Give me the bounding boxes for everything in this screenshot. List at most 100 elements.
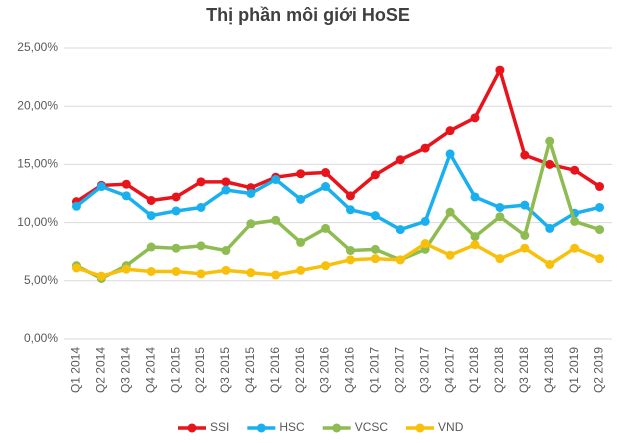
x-tick-label: Q4 2014 (143, 347, 157, 393)
marker (246, 189, 256, 198)
marker (370, 170, 380, 180)
x-tick-label: Q2 2016 (293, 347, 307, 393)
marker (470, 113, 480, 123)
x-tick-label: Q1 2019 (567, 347, 581, 393)
marker (595, 225, 605, 235)
legend-label: HSC (279, 420, 305, 434)
x-tick-label: Q1 2017 (368, 347, 382, 393)
marker (445, 250, 455, 260)
x-tick-label: Q3 2016 (318, 347, 332, 393)
legend-marker (415, 423, 425, 433)
marker (345, 205, 355, 215)
marker (495, 212, 505, 222)
legend-label: VND (438, 420, 464, 434)
legend-label: VCSC (355, 420, 389, 434)
marker (246, 219, 256, 229)
marker (370, 211, 380, 221)
x-tick-label: Q1 2015 (168, 347, 182, 393)
marker (196, 202, 206, 212)
marker (296, 194, 306, 204)
x-tick-label: Q2 2017 (392, 347, 406, 393)
legend-marker (332, 423, 342, 433)
marker (495, 254, 505, 264)
x-tick-label: Q3 2015 (218, 347, 232, 393)
marker (121, 264, 131, 274)
y-tick-label: 10,00% (17, 215, 58, 229)
marker (171, 266, 181, 276)
marker (370, 254, 380, 264)
x-tick-label: Q3 2017 (417, 347, 431, 393)
marker (221, 185, 231, 195)
marker (470, 240, 480, 250)
x-tick-label: Q2 2019 (592, 347, 606, 393)
legend-label: SSI (210, 420, 229, 434)
marker (321, 168, 331, 178)
marker (495, 202, 505, 212)
marker (395, 255, 405, 265)
marker (221, 265, 231, 275)
marker (445, 149, 455, 159)
marker (520, 230, 530, 240)
x-tick-label: Q4 2018 (542, 347, 556, 393)
line (75, 241, 601, 278)
marker (246, 268, 256, 278)
marker (321, 182, 331, 192)
marker (121, 191, 131, 201)
x-tick-label: Q4 2017 (442, 347, 456, 393)
line (75, 68, 601, 204)
y-tick-label: 15,00% (17, 157, 58, 171)
marker (96, 182, 106, 192)
marker (345, 191, 355, 201)
x-tick-label: Q4 2016 (343, 347, 357, 393)
legend-marker (187, 423, 197, 433)
marker (146, 266, 156, 276)
marker (595, 202, 605, 212)
marker (595, 254, 605, 264)
x-tick-label: Q3 2014 (118, 347, 132, 393)
marker (96, 271, 106, 281)
marker (321, 261, 331, 271)
x-tick-label: Q2 2014 (94, 347, 108, 393)
marker (545, 159, 555, 169)
marker (221, 177, 231, 187)
marker (345, 246, 355, 256)
y-tick-label: 5,00% (24, 273, 58, 287)
legend-marker (256, 423, 266, 433)
chart-title: Thị phần môi giới HoSE (206, 5, 410, 25)
marker (370, 244, 380, 254)
x-tick-label: Q3 2018 (517, 347, 531, 393)
marker (520, 243, 530, 253)
marker (196, 269, 206, 279)
x-tick-label: Q1 2016 (268, 347, 282, 393)
line (75, 152, 600, 232)
x-tick-label: Q1 2014 (69, 347, 83, 393)
marker (570, 216, 580, 226)
marker (71, 263, 81, 273)
marker (520, 200, 530, 210)
marker (171, 243, 181, 253)
marker (445, 207, 455, 217)
marker (395, 225, 405, 235)
marker (221, 246, 231, 256)
marker (420, 143, 430, 153)
marker (545, 223, 555, 233)
marker (570, 165, 580, 175)
marker (445, 126, 455, 136)
marker (296, 265, 306, 275)
marker (595, 182, 605, 192)
x-tick-label: Q2 2015 (193, 347, 207, 393)
y-tick-label: 0,00% (24, 331, 58, 345)
marker (196, 241, 206, 251)
marker (271, 215, 281, 225)
marker (470, 232, 480, 242)
marker (271, 175, 281, 185)
marker (146, 195, 156, 205)
x-tick-label: Q2 2018 (492, 347, 506, 393)
marker (495, 65, 505, 75)
marker (171, 192, 181, 202)
x-tick-label: Q1 2018 (467, 347, 481, 393)
marker (271, 270, 281, 280)
marker (296, 237, 306, 247)
